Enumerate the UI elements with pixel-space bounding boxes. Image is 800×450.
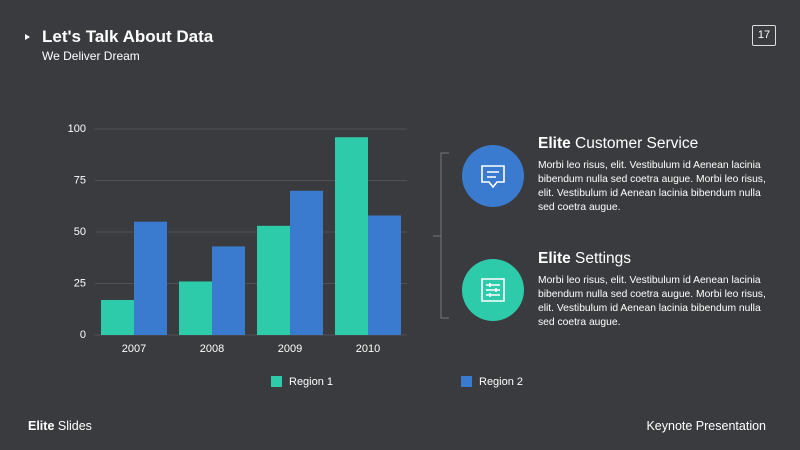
legend-label: Region 2 — [479, 376, 523, 388]
legend-swatch — [461, 376, 472, 387]
bar — [257, 225, 290, 335]
feature-body: Morbi leo risus, elit. Vestibulum id Aen… — [538, 160, 766, 213]
y-tick-label: 100 — [68, 123, 86, 135]
page-number: 17 — [752, 25, 776, 46]
feature-title: Settings — [575, 250, 632, 267]
feature-bold: Elite — [538, 135, 571, 152]
icon-circle — [462, 145, 524, 207]
feature-title: Customer Service — [575, 135, 699, 152]
bar — [101, 299, 134, 335]
slide-subtitle: We Deliver Dream — [42, 49, 140, 63]
legend-label: Region 1 — [289, 376, 333, 388]
x-tick-label: 2009 — [278, 343, 302, 355]
y-tick-label: 50 — [74, 226, 86, 238]
bar — [179, 281, 212, 335]
bar — [368, 215, 401, 335]
bar — [134, 221, 167, 335]
footer-brand: Elite Slides — [28, 419, 92, 433]
bar — [212, 246, 245, 335]
footer-right: Keynote Presentation — [646, 419, 766, 433]
feature-heading: Elite Customer Service — [538, 135, 698, 153]
feature-body: Morbi leo risus, elit. Vestibulum id Aen… — [538, 275, 766, 328]
chat-icon — [481, 165, 505, 189]
x-tick-label: 2007 — [122, 343, 146, 355]
y-tick-label: 25 — [74, 277, 86, 289]
y-tick-label: 75 — [74, 174, 86, 186]
y-tick-label: 0 — [80, 329, 86, 341]
feature-heading: Elite Settings — [538, 250, 631, 268]
footer-brand-bold: Elite — [28, 419, 55, 433]
footer-brand-text: Slides — [57, 419, 92, 433]
bar — [335, 137, 368, 335]
settings-icon — [481, 278, 505, 302]
bar — [290, 190, 323, 335]
legend-swatch — [271, 376, 282, 387]
bullet-arrow — [25, 34, 30, 40]
bracket — [433, 152, 449, 319]
x-tick-label: 2008 — [200, 343, 224, 355]
x-tick-label: 2010 — [356, 343, 380, 355]
slide-title: Let's Talk About Data — [42, 27, 214, 46]
feature-bold: Elite — [538, 250, 571, 267]
